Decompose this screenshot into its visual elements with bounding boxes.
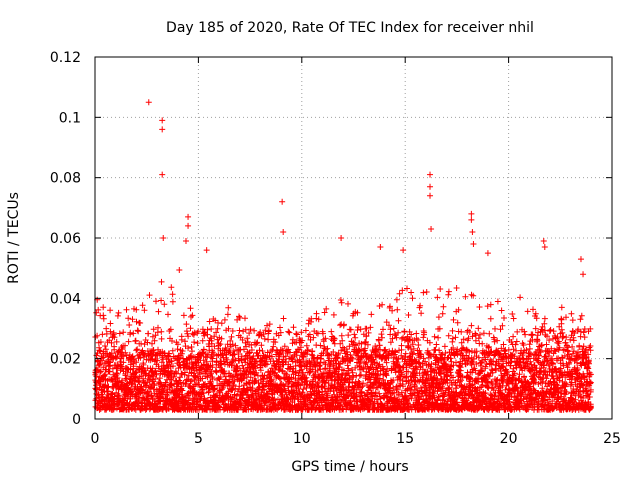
y-tick-label: 0.12 — [50, 50, 81, 66]
scatter-point-outlier — [185, 213, 192, 220]
scatter-point-outlier — [203, 247, 210, 254]
scatter-point-outlier — [540, 238, 547, 245]
y-tick-label: 0.08 — [50, 171, 81, 187]
scatter-point-outlier — [185, 222, 192, 229]
scatter-point-outlier — [468, 210, 475, 217]
x-tick-label: 5 — [194, 431, 203, 447]
x-tick-label: 25 — [603, 431, 621, 447]
y-tick-label: 0.06 — [50, 231, 81, 247]
scatter-point-outlier — [470, 241, 477, 248]
scatter-point-outlier — [577, 256, 584, 263]
scatter-point-outlier — [484, 250, 491, 257]
x-tick-label: 15 — [396, 431, 414, 447]
scatter-point-outlier — [280, 228, 287, 235]
x-tick-label: 20 — [500, 431, 518, 447]
scatter-point-outlier — [338, 235, 345, 241]
scatter-point-cloud — [92, 267, 594, 413]
scatter-point-outlier — [469, 228, 476, 235]
scatter-point-outlier — [580, 271, 587, 278]
scatter-point-outlier — [159, 117, 166, 124]
x-tick-label: 10 — [293, 431, 311, 447]
x-axis-label: GPS time / hours — [291, 459, 408, 475]
y-tick-label: 0 — [72, 412, 81, 428]
scatter-point-outlier — [159, 171, 166, 178]
data-points — [92, 99, 594, 413]
scatter-point-outlier — [159, 126, 166, 133]
scatter-point-outlier — [279, 198, 286, 205]
axis-ticks: 0 5 10 15 20 25 0 0.02 0.04 0.06 0.08 0.1 0.12 — [50, 50, 621, 447]
scatter-point-outlier — [468, 216, 475, 223]
x-tick-label: 0 — [91, 431, 100, 447]
grid-lines — [95, 57, 612, 419]
scatter-point-outlier — [160, 235, 167, 241]
y-axis-label: ROTI / TECUs — [6, 192, 22, 284]
scatter-point-outlier — [400, 247, 407, 254]
y-tick-label: 0.1 — [59, 110, 81, 126]
y-tick-label: 0.02 — [50, 352, 81, 368]
scatter-point-outlier — [182, 238, 189, 245]
scatter-point-outlier — [428, 225, 435, 232]
scatter-point-outlier — [427, 183, 434, 190]
y-tick-label: 0.04 — [50, 291, 81, 307]
scatter-point-outlier — [427, 192, 434, 199]
scatter-point-outlier — [377, 244, 384, 251]
chart-title: Day 185 of 2020, Rate Of TEC Index for r… — [166, 20, 534, 36]
scatter-point-outlier — [427, 171, 434, 178]
scatter-point-outlier — [145, 99, 152, 106]
scatter-point-outlier — [541, 244, 548, 251]
